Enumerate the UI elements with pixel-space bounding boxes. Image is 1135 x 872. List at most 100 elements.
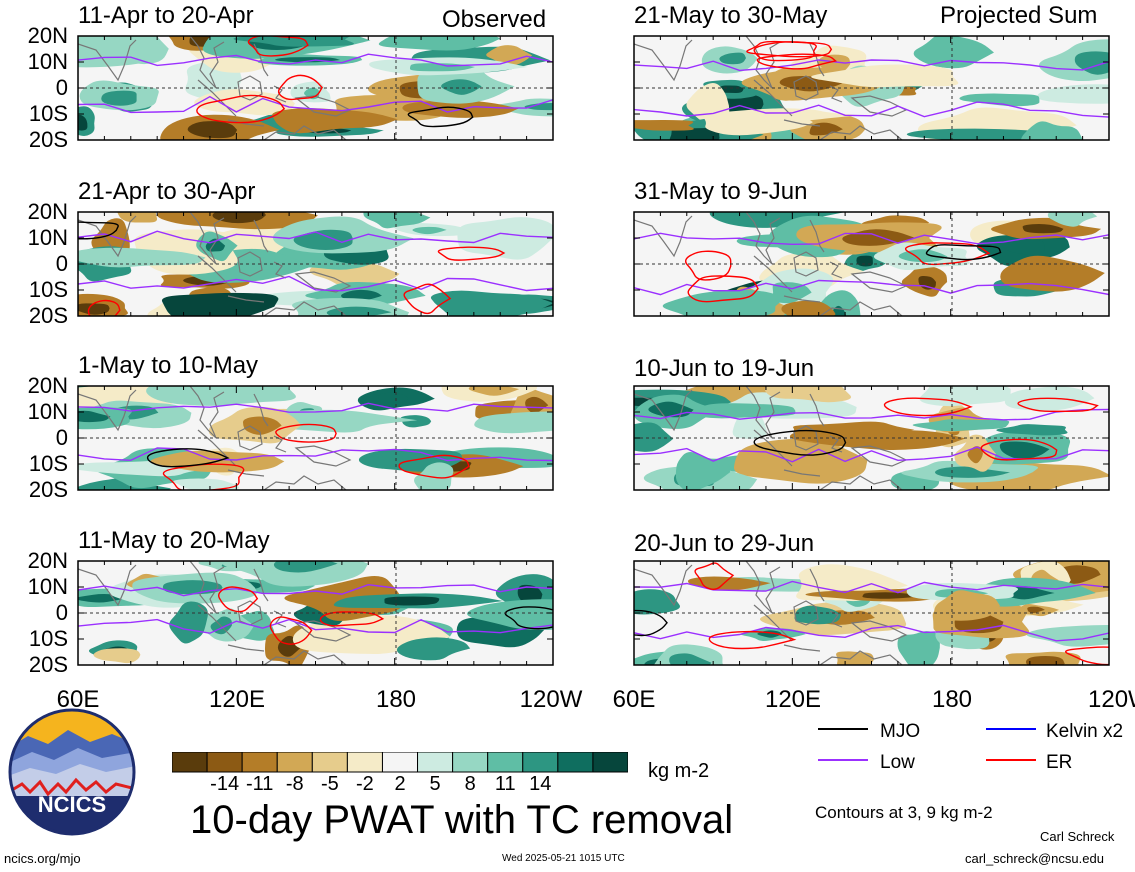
anomaly-core bbox=[524, 103, 553, 111]
er-contour bbox=[269, 616, 313, 645]
er-contour bbox=[277, 74, 323, 101]
coastline bbox=[745, 212, 781, 265]
anomaly-field bbox=[897, 631, 940, 665]
colorbar-box bbox=[592, 752, 628, 773]
y-tick-label: 20N bbox=[27, 23, 68, 48]
coastline bbox=[753, 79, 793, 117]
y-tick-label: 10N bbox=[560, 401, 624, 423]
coastline bbox=[197, 255, 237, 293]
y-tick-label: 0 bbox=[55, 251, 68, 276]
x-tick-label: 120E bbox=[208, 686, 266, 713]
legend-label: MJO bbox=[880, 721, 921, 742]
x-tick-label: 120W bbox=[519, 686, 583, 713]
colorbar-tick-label: -11 bbox=[245, 773, 274, 795]
coastline bbox=[783, 469, 821, 477]
contours-note: Contours at 3, 9 kg m-2 bbox=[815, 803, 993, 822]
anomaly-core bbox=[1022, 223, 1064, 234]
coastline bbox=[227, 295, 265, 303]
low-contour bbox=[634, 101, 1109, 118]
y-tick-label: 10N bbox=[560, 227, 624, 249]
y-tick-label: 10S bbox=[28, 101, 68, 126]
coastline bbox=[294, 271, 352, 293]
panel-title: 11-Apr to 20-Apr bbox=[78, 2, 254, 29]
panel-title: 11-May to 20-May bbox=[78, 527, 270, 554]
colorbar-box bbox=[206, 752, 243, 773]
y-tick-label: 10S bbox=[28, 277, 68, 302]
coastline bbox=[753, 429, 793, 467]
map-panel bbox=[77, 211, 554, 317]
coastline bbox=[634, 564, 693, 607]
y-tick-label: 20N bbox=[560, 375, 624, 397]
y-tick-label: 0 bbox=[55, 425, 68, 450]
coastline bbox=[197, 604, 237, 642]
logo-text: NCICS bbox=[38, 792, 106, 817]
y-tick-label: 20N bbox=[560, 201, 624, 223]
er-contour bbox=[708, 630, 797, 650]
er-contour bbox=[1065, 646, 1109, 665]
y-tick-label: 20S bbox=[28, 127, 68, 152]
anomaly-core bbox=[441, 79, 482, 95]
chart-title: 10-day PWAT with TC removal bbox=[190, 798, 734, 842]
colorbar-tick-label: 14 bbox=[529, 773, 552, 795]
er-contour bbox=[162, 463, 245, 490]
low-contour bbox=[78, 583, 553, 597]
coastline bbox=[819, 475, 903, 490]
y-tick-label: 10N bbox=[560, 51, 624, 73]
colorbar-box bbox=[452, 752, 489, 773]
anomaly-core bbox=[384, 596, 440, 606]
colorbar bbox=[172, 752, 628, 773]
anomaly-core bbox=[212, 212, 266, 224]
y-tick-label: 20N bbox=[27, 548, 68, 573]
colorbar-box bbox=[241, 752, 278, 773]
anomaly-core bbox=[293, 229, 353, 250]
low-contour bbox=[78, 230, 553, 244]
er-contour bbox=[980, 438, 1058, 461]
panel-title: 10-Jun to 19-Jun bbox=[634, 355, 815, 382]
projected-label: Projected Sum bbox=[940, 2, 1098, 29]
coastline bbox=[793, 251, 819, 277]
coastline bbox=[78, 389, 137, 432]
coastline bbox=[819, 125, 903, 140]
author-email: carl_schreck@ncsu.edu bbox=[965, 851, 1104, 866]
coastline bbox=[745, 561, 781, 614]
coastline bbox=[263, 650, 347, 665]
y-tick-label: 10N bbox=[27, 399, 68, 424]
panel-title: 20-Jun to 29-Jun bbox=[634, 530, 815, 557]
colorbar-box bbox=[311, 752, 348, 773]
x-tick-label: 120W bbox=[1088, 688, 1135, 712]
y-tick-label: 10N bbox=[27, 574, 68, 599]
y-tick-label: 10N bbox=[27, 49, 68, 74]
y-tick-label: 10S bbox=[28, 451, 68, 476]
coastline bbox=[237, 251, 263, 277]
er-contour bbox=[437, 246, 506, 261]
mjo-contour bbox=[634, 609, 668, 637]
mjo-contour bbox=[407, 106, 474, 128]
low-contour bbox=[78, 275, 553, 292]
er-contour bbox=[247, 36, 309, 57]
anomaly-field bbox=[277, 409, 418, 433]
anomaly-core bbox=[856, 255, 873, 267]
y-tick-label: 0 bbox=[560, 253, 624, 275]
low-contour bbox=[78, 95, 553, 114]
anomaly-field bbox=[912, 419, 1010, 432]
anomaly-core bbox=[772, 282, 812, 304]
anomaly-field bbox=[93, 648, 141, 664]
anomaly-field bbox=[161, 292, 279, 316]
coastline bbox=[634, 215, 693, 258]
x-tick-label: 60E bbox=[612, 686, 656, 713]
coastline bbox=[263, 475, 347, 490]
er-contour bbox=[196, 94, 286, 124]
map-panel bbox=[633, 211, 1110, 317]
colorbar-tick-label: 8 bbox=[464, 773, 476, 795]
coastline bbox=[793, 425, 819, 451]
anomaly-field bbox=[913, 36, 994, 69]
er-contour bbox=[403, 283, 452, 315]
anomaly-field bbox=[634, 589, 680, 615]
y-tick-label: 20S bbox=[28, 477, 68, 502]
anomaly-field bbox=[703, 108, 813, 136]
anomaly-core bbox=[1027, 606, 1045, 614]
colorbar-tick-label: 11 bbox=[494, 773, 516, 795]
anomaly-field bbox=[959, 93, 1040, 107]
y-tick-label: 10S bbox=[28, 626, 68, 651]
anomaly-core bbox=[999, 441, 1050, 460]
